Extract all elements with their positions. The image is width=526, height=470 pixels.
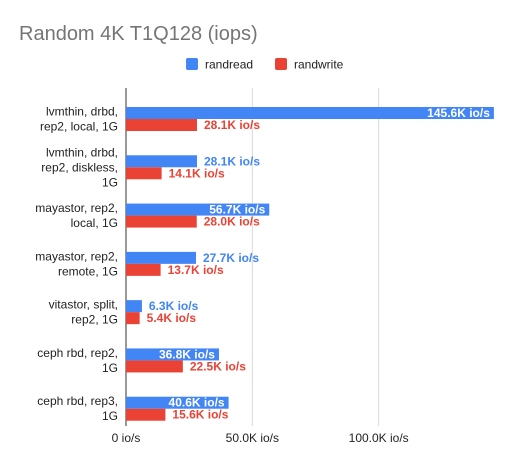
category-label: ceph rbd, rep3, [37,394,118,408]
category-label: mayastor, rep2, [35,201,118,215]
data-label-randwrite: 28.0K io/s [204,215,260,229]
x-tick-label: 0 io/s [112,431,141,445]
data-label-randread: 145.6K io/s [427,106,490,120]
category-label: rep2, local, 1G [40,120,118,134]
data-label-randwrite: 28.1K io/s [204,118,260,132]
category-label: local, 1G [71,216,118,230]
category-label: 1G [102,361,118,375]
bars: 145.6K io/s28.1K io/s28.1K io/s14.1K io/… [126,106,494,422]
data-label-randwrite: 22.5K io/s [190,359,246,373]
chart-title: Random 4K T1Q128 (iops) [19,23,258,45]
category-label: remote, 1G [58,264,118,278]
data-label-randread: 6.3K io/s [149,299,199,313]
category-label: rep2, diskless, [41,160,118,174]
bar-randread [126,348,219,361]
category-label: lvmthin, drbd, [46,145,118,159]
x-tick-label: 100.0K io/s [349,431,409,445]
legend-label-randread: randread [205,58,253,72]
x-tick-labels: 0 io/s 50.0K io/s 100.0K io/s [112,431,409,445]
data-label-randwrite: 5.4K io/s [147,311,197,325]
bar-randwrite [126,119,197,131]
category-label: vitastor, split, [49,298,118,312]
bar-randread [126,107,494,119]
bar-randwrite [126,215,197,228]
bar-randread [126,203,270,216]
data-label-randwrite: 15.6K io/s [172,408,228,422]
category-label: rep2, 1G [71,313,118,327]
data-label-randwrite: 13.7K io/s [168,263,224,277]
bar-randread [126,396,229,409]
data-label-randread: 28.1K io/s [204,154,260,168]
bar-randread [126,251,196,264]
category-label: ceph rbd, rep2, [37,346,118,360]
legend: randread randwrite [186,58,344,72]
category-label: 1G [102,175,118,189]
bar-randwrite [126,360,183,373]
data-label-randread: 40.6K io/s [169,396,225,410]
legend-swatch-randwrite [275,58,287,70]
category-label: 1G [102,409,118,423]
bar-randwrite [126,167,162,180]
bar-randwrite [126,263,161,276]
bar-randwrite [126,312,140,325]
bar-randwrite [126,408,166,421]
legend-label-randwrite: randwrite [294,58,344,72]
x-tick-label: 50.0K io/s [226,431,279,445]
bar-randread [126,300,142,313]
data-label-randread: 27.7K io/s [203,251,259,265]
category-label: mayastor, rep2, [35,249,118,263]
data-label-randread: 36.8K io/s [159,347,215,361]
bar-randread [126,155,197,168]
data-label-randread: 56.7K io/s [209,203,265,217]
legend-swatch-randread [186,58,198,70]
category-label: lvmthin, drbd, [46,105,118,119]
data-label-randwrite: 14.1K io/s [169,166,225,180]
